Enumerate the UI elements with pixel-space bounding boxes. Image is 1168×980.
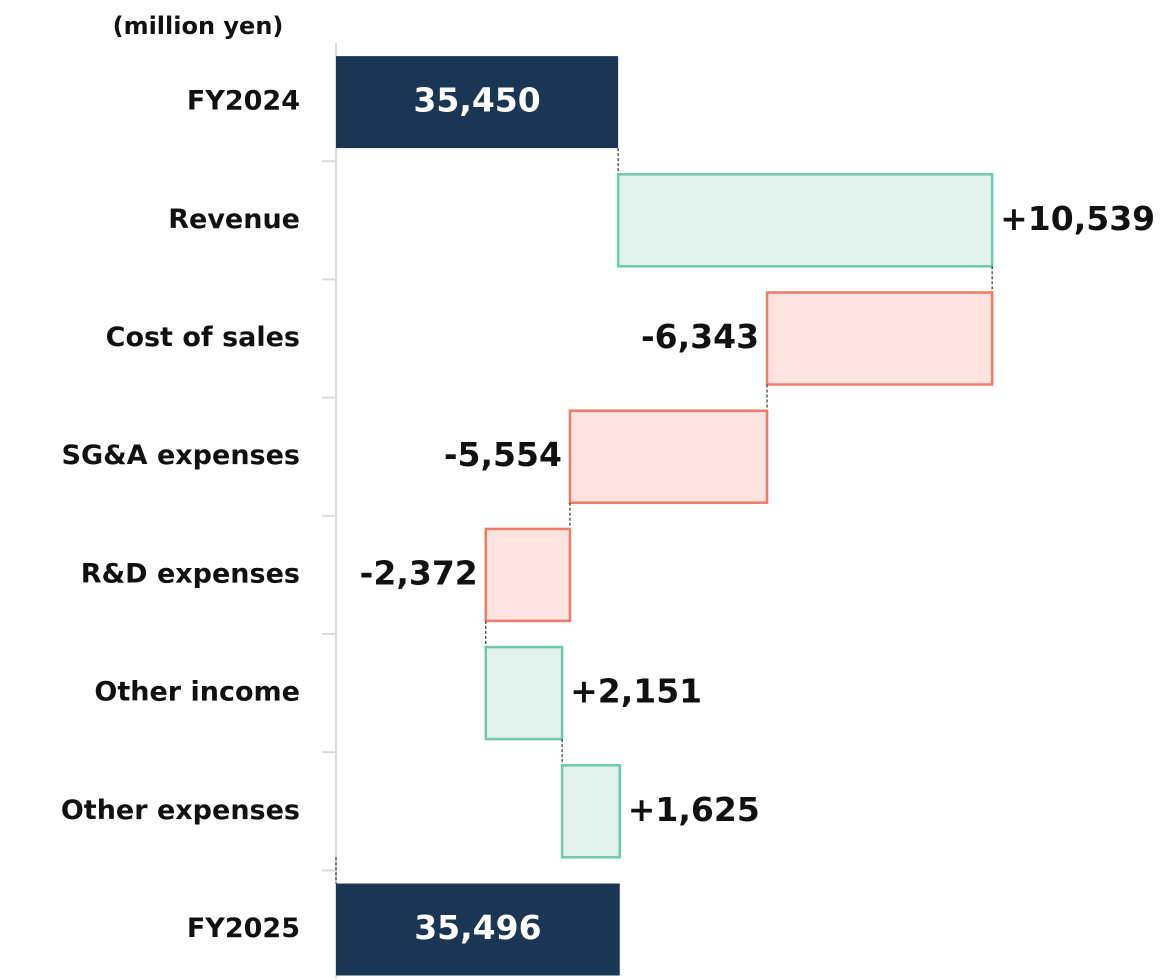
category-label: Cost of sales [106, 322, 300, 353]
bar [765, 291, 994, 386]
bar [568, 409, 769, 504]
bar [484, 527, 572, 623]
bar [336, 56, 619, 149]
value-label: +1,625 [628, 790, 760, 829]
value-label: -2,372 [360, 553, 478, 592]
value-label: 35,496 [414, 908, 541, 947]
bar [336, 883, 620, 976]
value-label: 35,450 [413, 81, 540, 120]
category-label: Revenue [168, 204, 300, 235]
bar [484, 645, 564, 741]
value-label: -5,554 [444, 435, 562, 474]
value-label: -6,343 [641, 317, 759, 356]
category-label: FY2024 [187, 86, 300, 117]
value-label: +10,539 [1000, 199, 1155, 238]
category-label: Other income [94, 677, 300, 708]
category-label: Other expenses [61, 795, 300, 826]
category-label: FY2025 [187, 913, 300, 944]
unit-label: (million yen) [113, 12, 284, 40]
category-label: R&D expenses [81, 558, 300, 589]
bar [560, 764, 622, 859]
bar [616, 173, 994, 268]
category-label: SG&A expenses [62, 440, 301, 471]
value-label: +2,151 [570, 672, 702, 711]
